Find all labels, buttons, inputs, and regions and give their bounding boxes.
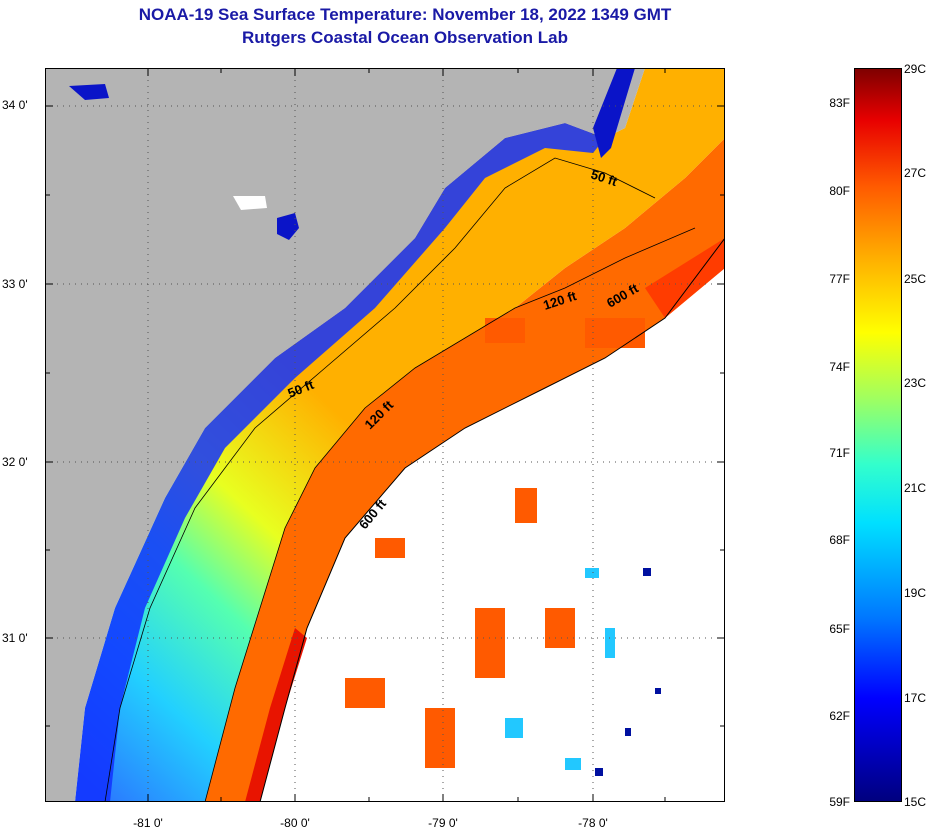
colorbar-label-21c: 21C [904,481,927,495]
chart-title: NOAA-19 Sea Surface Temperature: Novembe… [138,5,672,24]
offshore-warm-patches [345,318,645,768]
lat-label-31: 31 0' [2,631,28,645]
lon-label-81: -81 0' [133,816,163,830]
colorbar-label-83f: 83F [829,96,850,110]
colorbar-label-65f: 65F [829,622,850,636]
cloud-speck [233,196,267,210]
warm-patch-north [645,238,725,318]
lake-marion [277,213,299,240]
lon-label-80: -80 0' [280,816,310,830]
temperature-colorbar [854,68,902,802]
gulf-stream-core [245,628,307,802]
colorbar-label-59f: 59F [829,795,850,809]
gulf-stream-band [205,138,725,802]
colorbar-label-71f: 71F [829,446,850,460]
colorbar-label-74f: 74F [829,360,850,374]
colorbar-label-23c: 23C [904,376,927,390]
colorbar-label-77f: 77F [829,272,850,286]
colorbar-label-15c: 15C [904,795,927,809]
shelf-water [75,68,725,802]
isobath-120ft [204,227,696,802]
lake-north [69,84,109,100]
colorbar-label-80f: 80F [829,184,850,198]
isobath-600ft [259,237,725,802]
colorbar-label-17c: 17C [904,691,927,705]
colorbar-label-25c: 25C [904,272,927,286]
lat-label-33: 33 0' [2,277,28,291]
lat-label-32: 32 0' [2,455,28,469]
colorbar-label-68f: 68F [829,533,850,547]
axis-ticks [45,68,725,802]
colorbar-label-62f: 62F [829,709,850,723]
lat-label-34: 34 0' [2,98,28,112]
isobath-50ft [104,157,656,802]
colorbar-label-29c: 29C [904,62,927,76]
lon-label-79: -79 0' [428,816,458,830]
cape-fear-peninsula [593,68,635,158]
chart-subtitle: Rutgers Coastal Ocean Observation Lab [242,28,568,47]
colorbar-label-27c: 27C [904,166,927,180]
offshore-cold-specks [595,568,661,776]
offshore-cool-specks [505,568,615,770]
map-frame [45,68,725,802]
colorbar-label-19c: 19C [904,586,927,600]
land [45,68,645,802]
sst-map: 50 ft 50 ft 120 ft 120 ft 600 ft 600 ft [45,68,725,802]
lon-label-78: -78 0' [578,816,608,830]
lat-lon-grid [45,68,725,802]
